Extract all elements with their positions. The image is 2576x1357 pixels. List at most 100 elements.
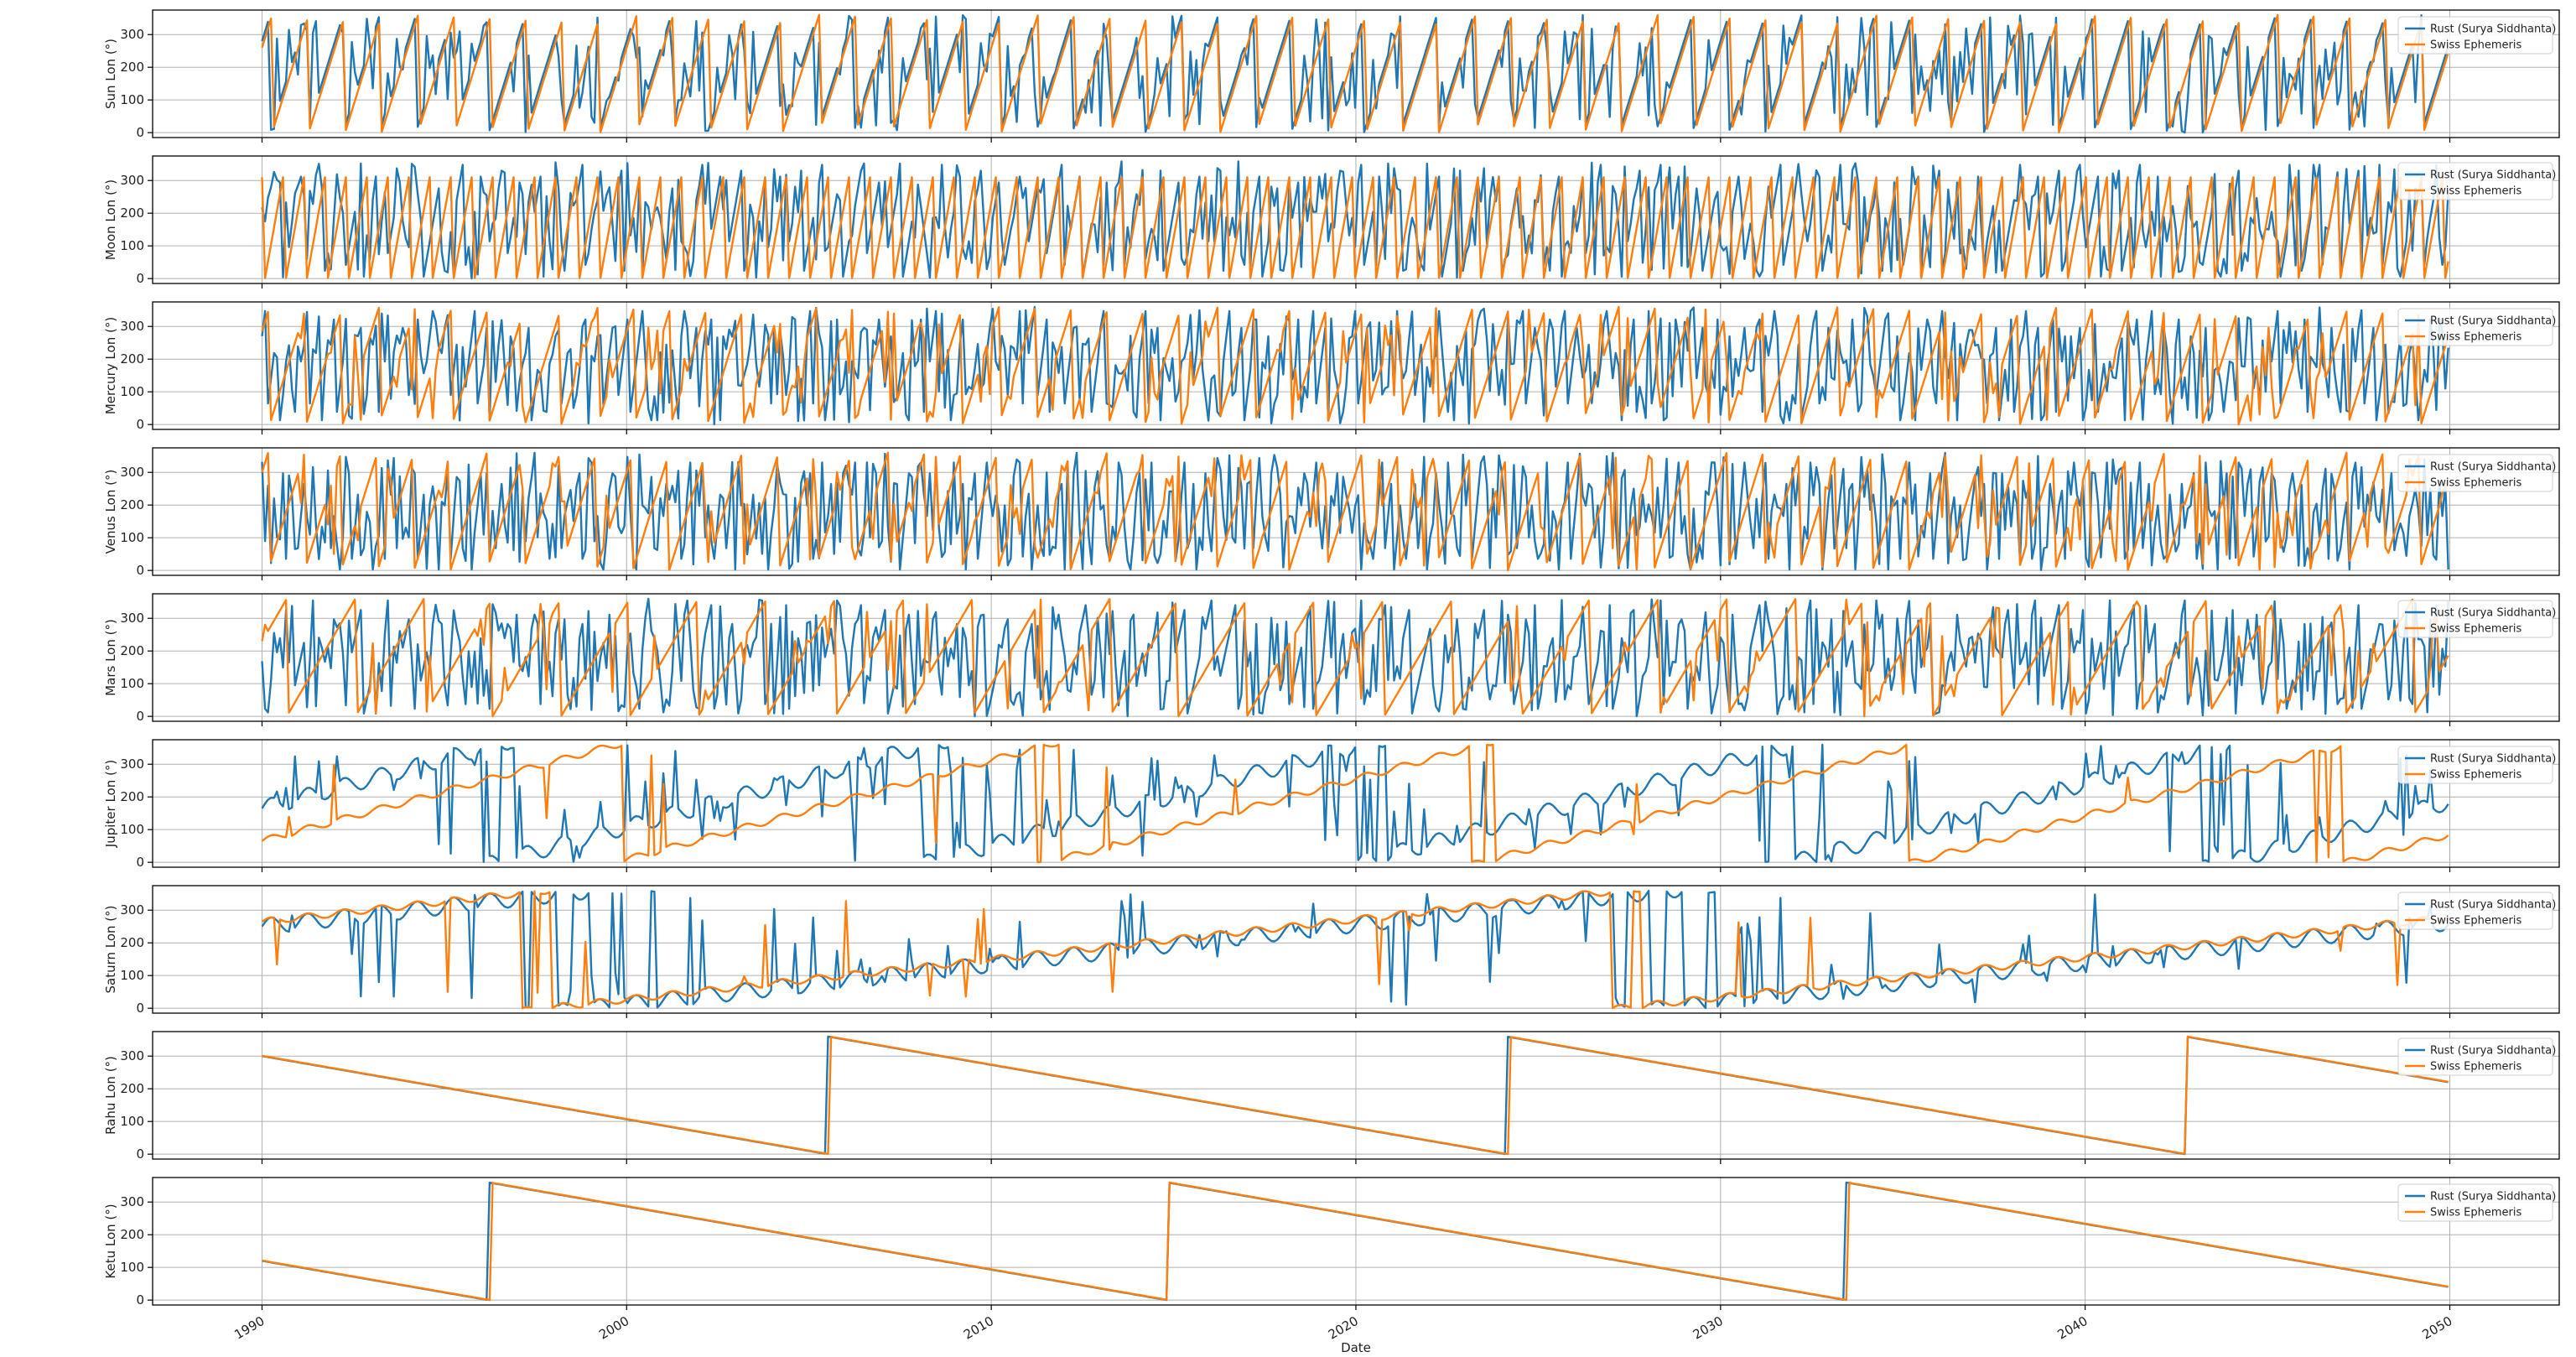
- legend: Rust (Surya Siddhanta) Swiss Ephemeris: [2397, 16, 2556, 55]
- y-tick-label: 300: [120, 1048, 144, 1063]
- grid: [153, 886, 2559, 1013]
- y-axis-label: Venus Lon (°): [103, 470, 118, 554]
- series-line-rust: [261, 743, 2449, 864]
- series-line-rust: [261, 451, 2449, 571]
- series-line-rust: [261, 305, 2449, 426]
- legend: Rust (Surya Siddhanta) Swiss Ephemeris: [2397, 308, 2556, 346]
- y-tick-label: 100: [120, 238, 144, 253]
- y-tick-label: 0: [136, 1146, 144, 1162]
- series-line-swiss: [262, 1035, 2449, 1156]
- y-tick-label: 300: [120, 319, 144, 334]
- y-tick-label: 0: [136, 271, 144, 286]
- grid: [153, 1178, 2559, 1305]
- legend-label: Rust (Surya Siddhanta): [2430, 607, 2556, 620]
- y-tick-label: 200: [120, 205, 144, 221]
- series-line-swiss: [261, 743, 2449, 864]
- legend-box: [2397, 600, 2553, 638]
- y-tick-label: 100: [120, 1114, 144, 1129]
- y-tick-label: 300: [120, 756, 144, 772]
- series-line-swiss: [261, 176, 2449, 279]
- y-tick-label: 0: [136, 125, 144, 140]
- y-tick-label: 0: [136, 563, 144, 578]
- legend-box: [2397, 1037, 2553, 1076]
- legend-box: [2397, 746, 2553, 784]
- legend-label: Rust (Surya Siddhanta): [2430, 753, 2556, 766]
- y-tick-label: 0: [136, 855, 144, 870]
- y-tick-label: 200: [120, 789, 144, 804]
- legend: Rust (Surya Siddhanta) Swiss Ephemeris: [2397, 746, 2556, 784]
- y-axis-label: Ketu Lon (°): [103, 1204, 118, 1278]
- y-axis-label: Saturn Lon (°): [103, 905, 118, 993]
- y-tick-label: 200: [120, 1227, 144, 1242]
- y-tick-label: 100: [120, 384, 144, 399]
- y-tick-label: 100: [120, 530, 144, 545]
- y-tick-label: 200: [120, 935, 144, 950]
- legend-label: Swiss Ephemeris: [2430, 1061, 2521, 1074]
- y-tick-label: 200: [120, 1081, 144, 1096]
- legend: Rust (Surya Siddhanta) Swiss Ephemeris: [2397, 1183, 2556, 1222]
- y-tick-label: 200: [120, 60, 144, 75]
- y-tick-label: 100: [120, 1260, 144, 1275]
- y-tick-label: 300: [120, 27, 144, 42]
- y-tick-label: 0: [136, 1001, 144, 1016]
- series-line-swiss: [261, 305, 2449, 426]
- legend-label: Swiss Ephemeris: [2430, 769, 2521, 782]
- y-tick-label: 300: [120, 173, 144, 188]
- legend-label: Rust (Surya Siddhanta): [2430, 899, 2556, 912]
- legend-box: [2397, 16, 2553, 55]
- legend-label: Rust (Surya Siddhanta): [2430, 1191, 2556, 1204]
- legend-label: Swiss Ephemeris: [2430, 477, 2521, 490]
- y-tick-label: 300: [120, 611, 144, 626]
- y-tick-label: 0: [136, 417, 144, 432]
- legend-label: Swiss Ephemeris: [2430, 331, 2521, 344]
- series-line-swiss: [261, 598, 2449, 718]
- legend-label: Rust (Surya Siddhanta): [2430, 1045, 2556, 1058]
- legend-box: [2397, 454, 2553, 492]
- y-tick-label: 100: [120, 676, 144, 691]
- legend: Rust (Surya Siddhanta) Swiss Ephemeris: [2397, 162, 2556, 200]
- legend: Rust (Surya Siddhanta) Swiss Ephemeris: [2397, 1037, 2556, 1076]
- y-tick-label: 200: [120, 643, 144, 658]
- legend-box: [2397, 1183, 2553, 1222]
- y-tick-label: 300: [120, 465, 144, 480]
- legend: Rust (Surya Siddhanta) Swiss Ephemeris: [2397, 454, 2556, 492]
- legend-label: Rust (Surya Siddhanta): [2430, 169, 2556, 182]
- legend-label: Swiss Ephemeris: [2430, 185, 2521, 198]
- y-axis-label: Jupiter Lon (°): [103, 760, 118, 848]
- y-axis-label: Moon Lon (°): [103, 179, 118, 260]
- y-axis-label: Mars Lon (°): [103, 619, 118, 696]
- legend-label: Swiss Ephemeris: [2430, 623, 2521, 636]
- y-tick-label: 300: [120, 1194, 144, 1209]
- y-axis-label: Mercury Lon (°): [103, 317, 118, 414]
- legend: Rust (Surya Siddhanta) Swiss Ephemeris: [2397, 600, 2556, 638]
- series-line-rust: [261, 597, 2449, 718]
- legend-label: Rust (Surya Siddhanta): [2430, 23, 2556, 36]
- legend-box: [2397, 162, 2553, 200]
- legend-label: Rust (Surya Siddhanta): [2430, 315, 2556, 328]
- series-line-swiss: [262, 1181, 2449, 1302]
- series-line-swiss: [261, 13, 2449, 134]
- y-tick-label: 100: [120, 968, 144, 983]
- y-tick-label: 300: [120, 902, 144, 918]
- y-tick-label: 0: [136, 709, 144, 724]
- y-tick-label: 0: [136, 1292, 144, 1308]
- x-axis-label: Date: [1341, 1340, 1371, 1355]
- legend-box: [2397, 308, 2553, 346]
- grid: [153, 1032, 2559, 1159]
- legend: Rust (Surya Siddhanta) Swiss Ephemeris: [2397, 892, 2556, 930]
- y-axis-label: Sun Lon (°): [103, 39, 118, 109]
- y-tick-label: 100: [120, 822, 144, 837]
- legend-box: [2397, 892, 2553, 930]
- y-tick-label: 200: [120, 351, 144, 367]
